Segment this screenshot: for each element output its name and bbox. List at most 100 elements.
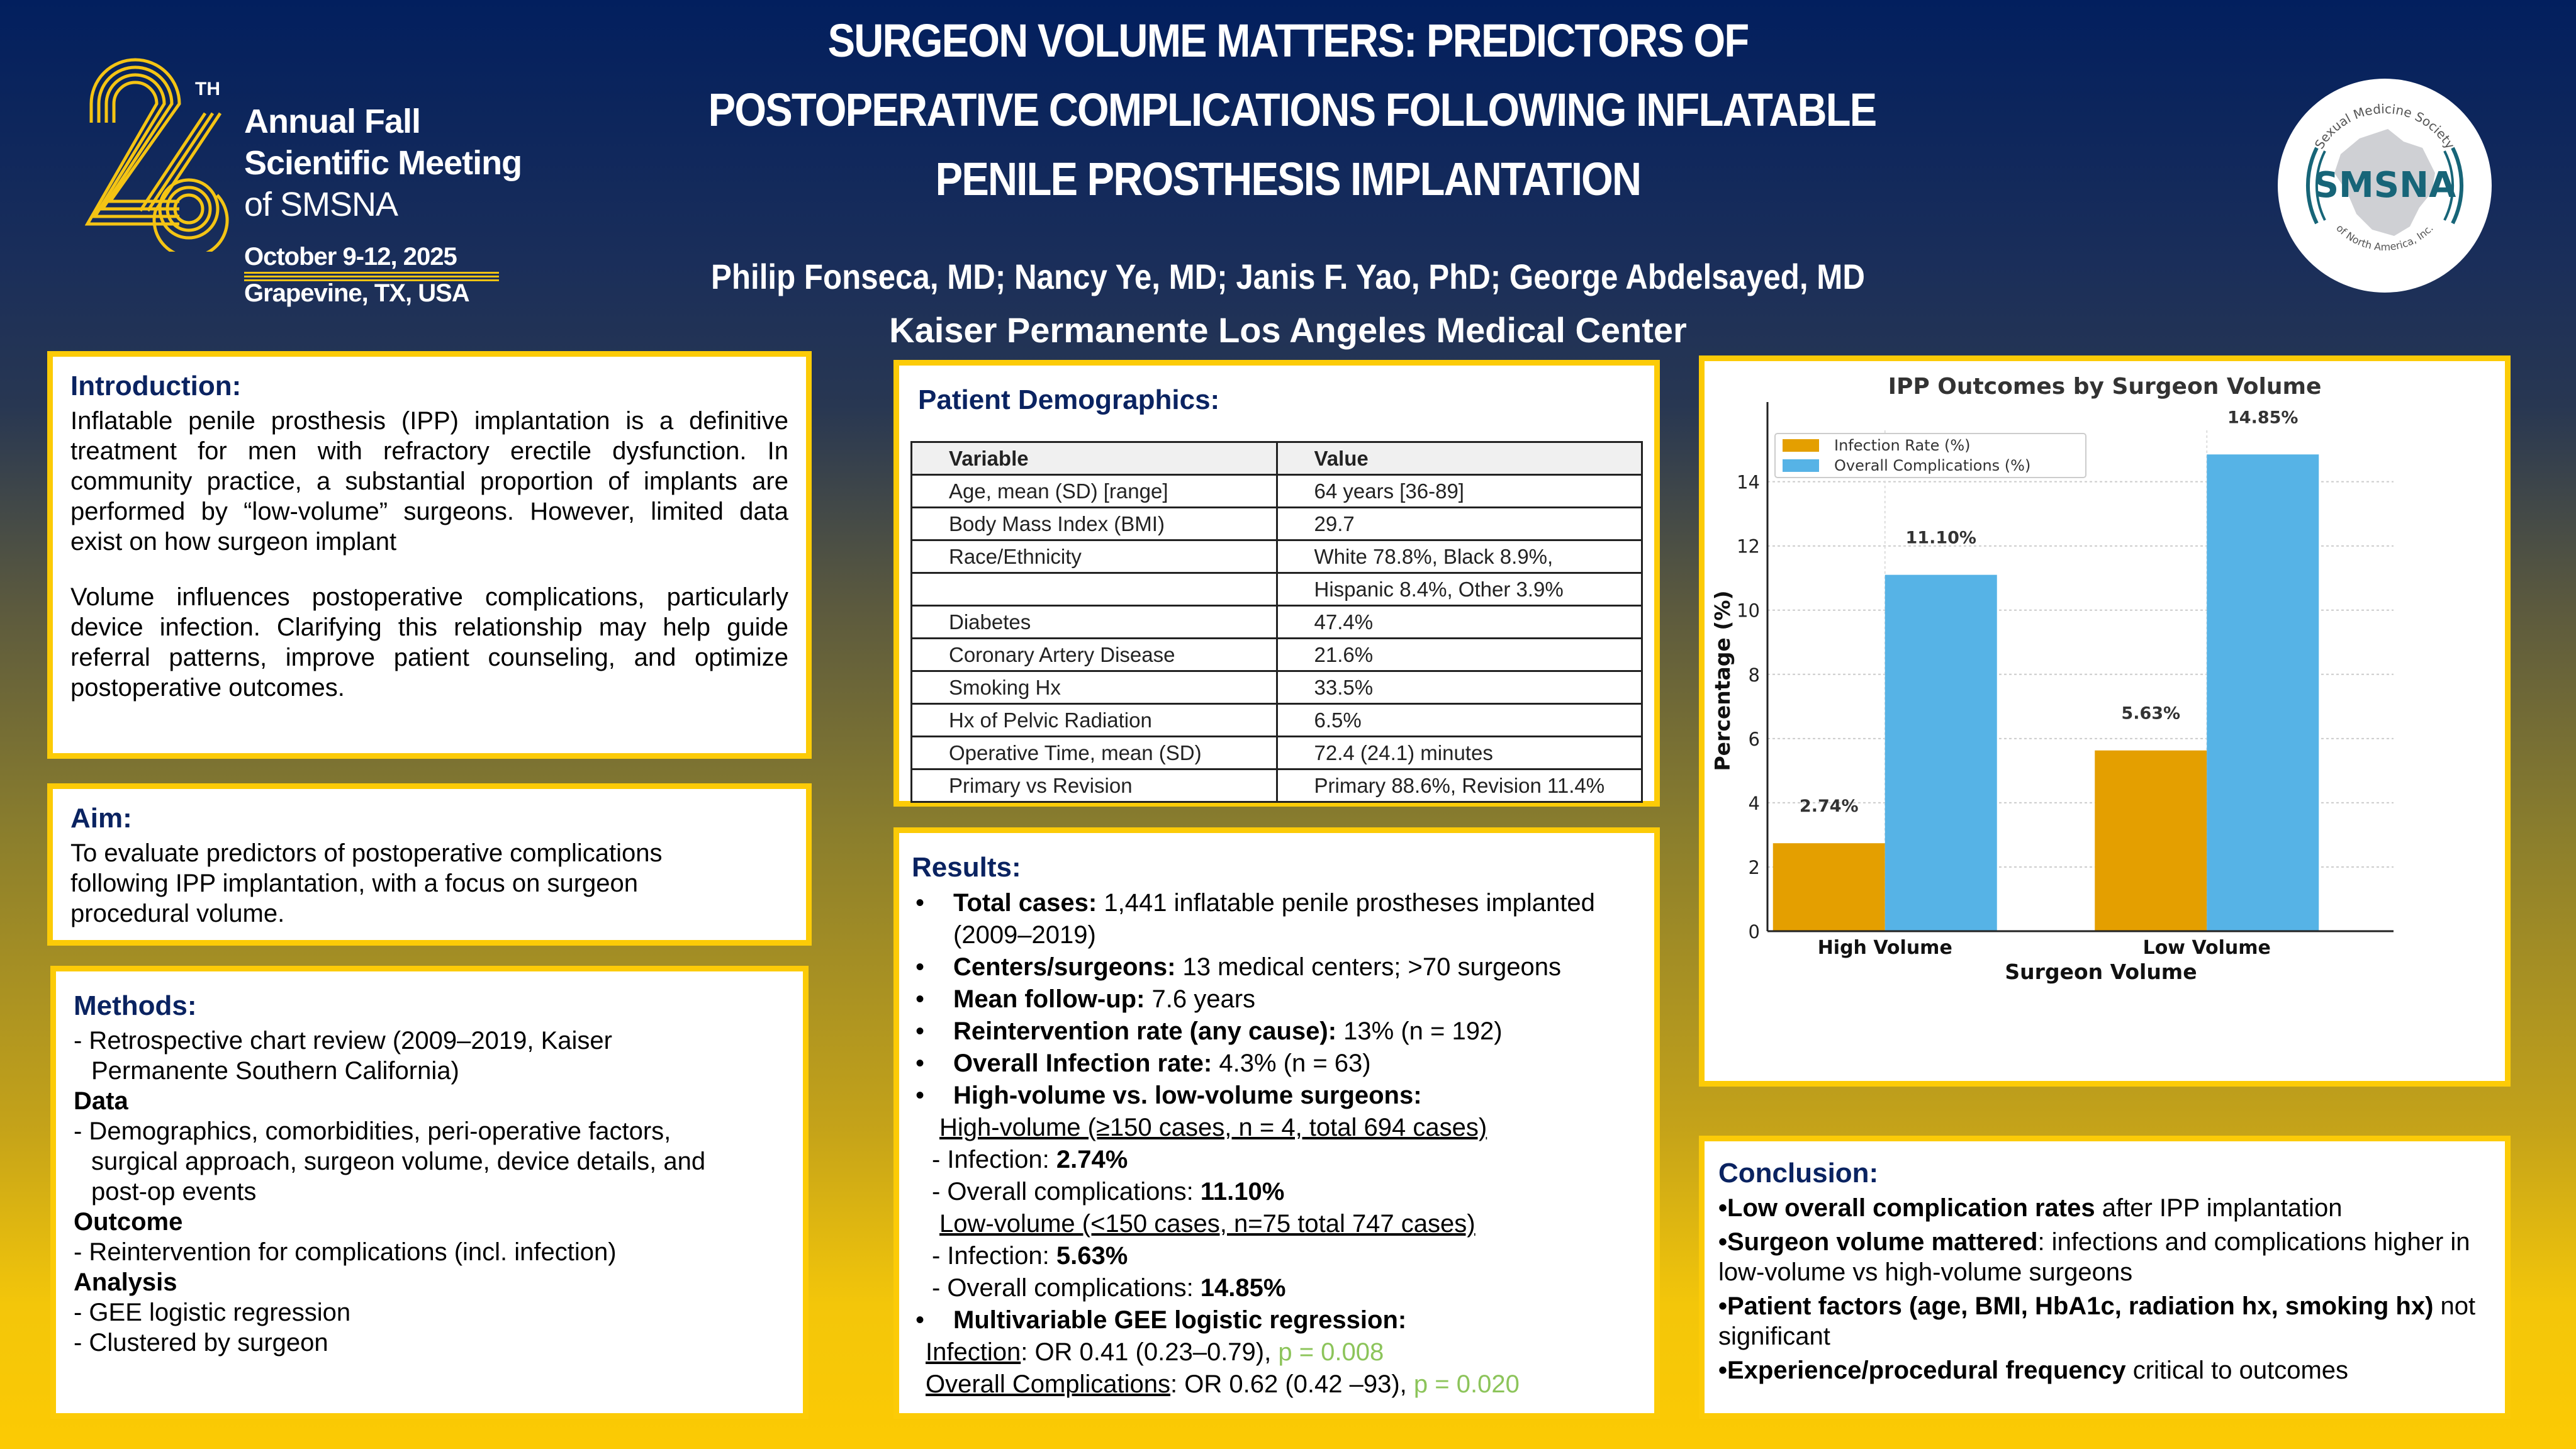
- conclusion-item-bold: •Surgeon volume mattered: [1718, 1228, 2038, 1256]
- logo-acronym: SMSNA: [2314, 165, 2456, 206]
- y-tick-label: 14: [1737, 472, 1760, 493]
- methods-line: Permanente Southern California): [91, 1057, 459, 1085]
- table-row: Operative Time, mean (SD) 72.4 (24.1) min…: [910, 736, 1643, 770]
- conclusion-item: •Low overall complication rates after IP…: [1718, 1193, 2491, 1223]
- result-regression: • Multivariable GEE logistic regression:: [908, 1304, 1645, 1336]
- introduction-heading: Introduction:: [70, 371, 242, 401]
- legend-label: Overall Complications (%): [1834, 457, 2030, 474]
- result-total-cases-cont: (2009–2019): [953, 921, 1096, 949]
- table-row: Hispanic 8.4%, Other 3.9%: [910, 572, 1643, 607]
- aim-line: following IPP implantation, with a focus…: [70, 870, 639, 897]
- chart-title: IPP Outcomes by Surgeon Volume: [1888, 374, 2322, 400]
- cell-variable: Operative Time, mean (SD): [910, 736, 1278, 770]
- cell-variable: Body Mass Index (BMI): [910, 506, 1278, 541]
- conclusion-item: •Experience/procedural frequency critica…: [1718, 1355, 2491, 1385]
- y-tick-label: 4: [1749, 793, 1760, 814]
- conference-dates: October 9-12, 2025: [244, 243, 457, 271]
- result-infection-rate: • Overall Infection rate: 4.3% (n = 63): [908, 1048, 1645, 1080]
- cell-variable: Hx of Pelvic Radiation: [910, 703, 1278, 737]
- conclusion-item-text: after IPP implantation: [2095, 1194, 2343, 1222]
- result-centers: • Centers/surgeons: 13 medical centers; >…: [908, 951, 1645, 983]
- high-volume-complications: - Overall complications: 11.10%: [932, 1178, 1285, 1206]
- demographics-heading: Patient Demographics:: [918, 384, 1220, 415]
- table-header-row: Variable Value: [910, 441, 1643, 476]
- methods-heading: Methods:: [74, 990, 197, 1021]
- high-volume-infection: - Infection: 2.74%: [932, 1146, 1128, 1173]
- cell-value: 47.4%: [1275, 605, 1643, 639]
- cell-value: 33.5%: [1275, 670, 1643, 705]
- methods-line: - Reintervention for complications (incl…: [74, 1238, 617, 1266]
- data-label: 11.10%: [1906, 529, 1976, 548]
- cell-variable: Diabetes: [910, 605, 1278, 639]
- introduction-panel: Introduction: Inflatable penile prosthes…: [47, 351, 812, 759]
- conclusion-item-bold: •Low overall complication rates: [1718, 1194, 2095, 1222]
- demographics-panel: Patient Demographics: Variable Value Age…: [893, 360, 1660, 807]
- x-tick-label: Low Volume: [2143, 937, 2271, 959]
- y-tick-label: 6: [1749, 729, 1760, 750]
- conference-details: October 9-12, 2025 Grapevine, TX, USA: [244, 242, 470, 308]
- title-line: SURGEON VOLUME MATTERS: PREDICTORS OF: [827, 14, 1750, 67]
- aim-panel: Aim: To evaluate predictors of postopera…: [47, 783, 812, 946]
- methods-line: - Demographics, comorbidities, peri-oper…: [74, 1117, 671, 1145]
- data-label: 2.74%: [1800, 797, 1859, 816]
- legend-label: Infection Rate (%): [1834, 437, 1971, 454]
- conference-line3: of SMSNA: [244, 186, 398, 223]
- bar-complications: [2207, 454, 2319, 931]
- conclusion-item-bold: •Patient factors (age, BMI, HbA1c, radia…: [1718, 1292, 2434, 1320]
- cell-variable: Age, mean (SD) [range]: [910, 474, 1278, 508]
- conclusion-list: •Low overall complication rates after IP…: [1718, 1193, 2491, 1385]
- regression-infection: Infection: OR 0.41 (0.23–0.79), p = 0.00…: [926, 1338, 1384, 1366]
- y-tick-label: 8: [1749, 664, 1760, 686]
- bar-infection: [2095, 750, 2207, 931]
- conclusion-item: •Surgeon volume mattered: infections and…: [1718, 1227, 2491, 1287]
- low-volume-header: Low-volume (<150 cases, n=75 total 747 c…: [939, 1210, 1476, 1238]
- legend-swatch: [1783, 459, 1819, 472]
- y-tick-label: 0: [1749, 921, 1760, 943]
- low-volume-complications: - Overall complications: 14.85%: [932, 1274, 1286, 1302]
- institution: Kaiser Permanente Los Angeles Medical Ce…: [889, 310, 1687, 350]
- cell-value: Hispanic 8.4%, Other 3.9%: [1275, 572, 1643, 607]
- regression-complications: Overall Complications: OR 0.62 (0.42 –93…: [926, 1370, 1520, 1398]
- aim-line: procedural volume.: [70, 900, 285, 927]
- decorative-lines: [244, 272, 499, 284]
- chart-panel: IPP Outcomes by Surgeon Volume 0 2 4 6 8 10 12 1…: [1699, 355, 2511, 1087]
- bullet: •: [916, 1049, 925, 1077]
- methods-line: post-op events: [91, 1178, 257, 1206]
- result-total-cases: • Total cases: 1,441 inflatable penile pr…: [908, 887, 1645, 919]
- methods-line: - Retrospective chart review (2009–2019,…: [74, 1027, 612, 1055]
- cell-variable: Primary vs Revision: [910, 768, 1278, 803]
- conclusion-item-text: critical to outcomes: [2125, 1357, 2349, 1384]
- bar-chart: IPP Outcomes by Surgeon Volume 0 2 4 6 8 10 12 1…: [1710, 374, 2394, 984]
- y-tick-label: 2: [1749, 857, 1760, 878]
- conference-name: Annual Fall Scientific Meeting of SMSNA: [244, 101, 522, 225]
- introduction-paragraph: Inflatable penile prosthesis (IPP) impla…: [70, 407, 788, 556]
- result-reintervention: • Reintervention rate (any cause): 13% (n…: [908, 1015, 1645, 1048]
- conclusion-heading: Conclusion:: [1718, 1158, 1879, 1189]
- table-row: Hx of Pelvic Radiation 6.5%: [910, 703, 1643, 737]
- bar-infection: [1772, 843, 1885, 931]
- results-heading: Results:: [912, 852, 1021, 883]
- bar-complications: [1884, 574, 1997, 931]
- bullet: •: [916, 1017, 925, 1045]
- cell-variable: Race/Ethnicity: [910, 539, 1278, 574]
- table-row: Coronary Artery Disease 21.6%: [910, 637, 1643, 672]
- cell-variable: Coronary Artery Disease: [910, 637, 1278, 672]
- table-row: Diabetes 47.4%: [910, 605, 1643, 639]
- conclusion-item: •Patient factors (age, BMI, HbA1c, radia…: [1718, 1291, 2491, 1351]
- bullet: •: [916, 1306, 925, 1334]
- ordinal-suffix: TH: [195, 79, 220, 99]
- table-row: Primary vs Revision Primary 88.6%, Revisi…: [910, 768, 1643, 803]
- table-row: Age, mean (SD) [range] 64 years [36-89]: [910, 474, 1643, 508]
- cell-value: Primary 88.6%, Revision 11.4%: [1275, 768, 1643, 803]
- 26th-anniversary-logo: [85, 58, 229, 252]
- aim-heading: Aim:: [70, 803, 132, 834]
- table-row: Race/Ethnicity White 78.8%, Black 8.9%,: [910, 539, 1643, 574]
- data-label: 14.85%: [2227, 408, 2298, 427]
- cell-value: 29.7: [1275, 506, 1643, 541]
- authors: Philip Fonseca, MD; Nancy Ye, MD; Janis …: [711, 257, 1865, 296]
- conclusion-item-bold: •Experience/procedural frequency: [1718, 1357, 2126, 1384]
- methods-panel: Methods: - Retrospective chart review (2…: [50, 966, 809, 1419]
- cell-value: 72.4 (24.1) minutes: [1275, 736, 1643, 770]
- y-tick-label: 12: [1737, 536, 1760, 557]
- bullet: •: [916, 1082, 925, 1109]
